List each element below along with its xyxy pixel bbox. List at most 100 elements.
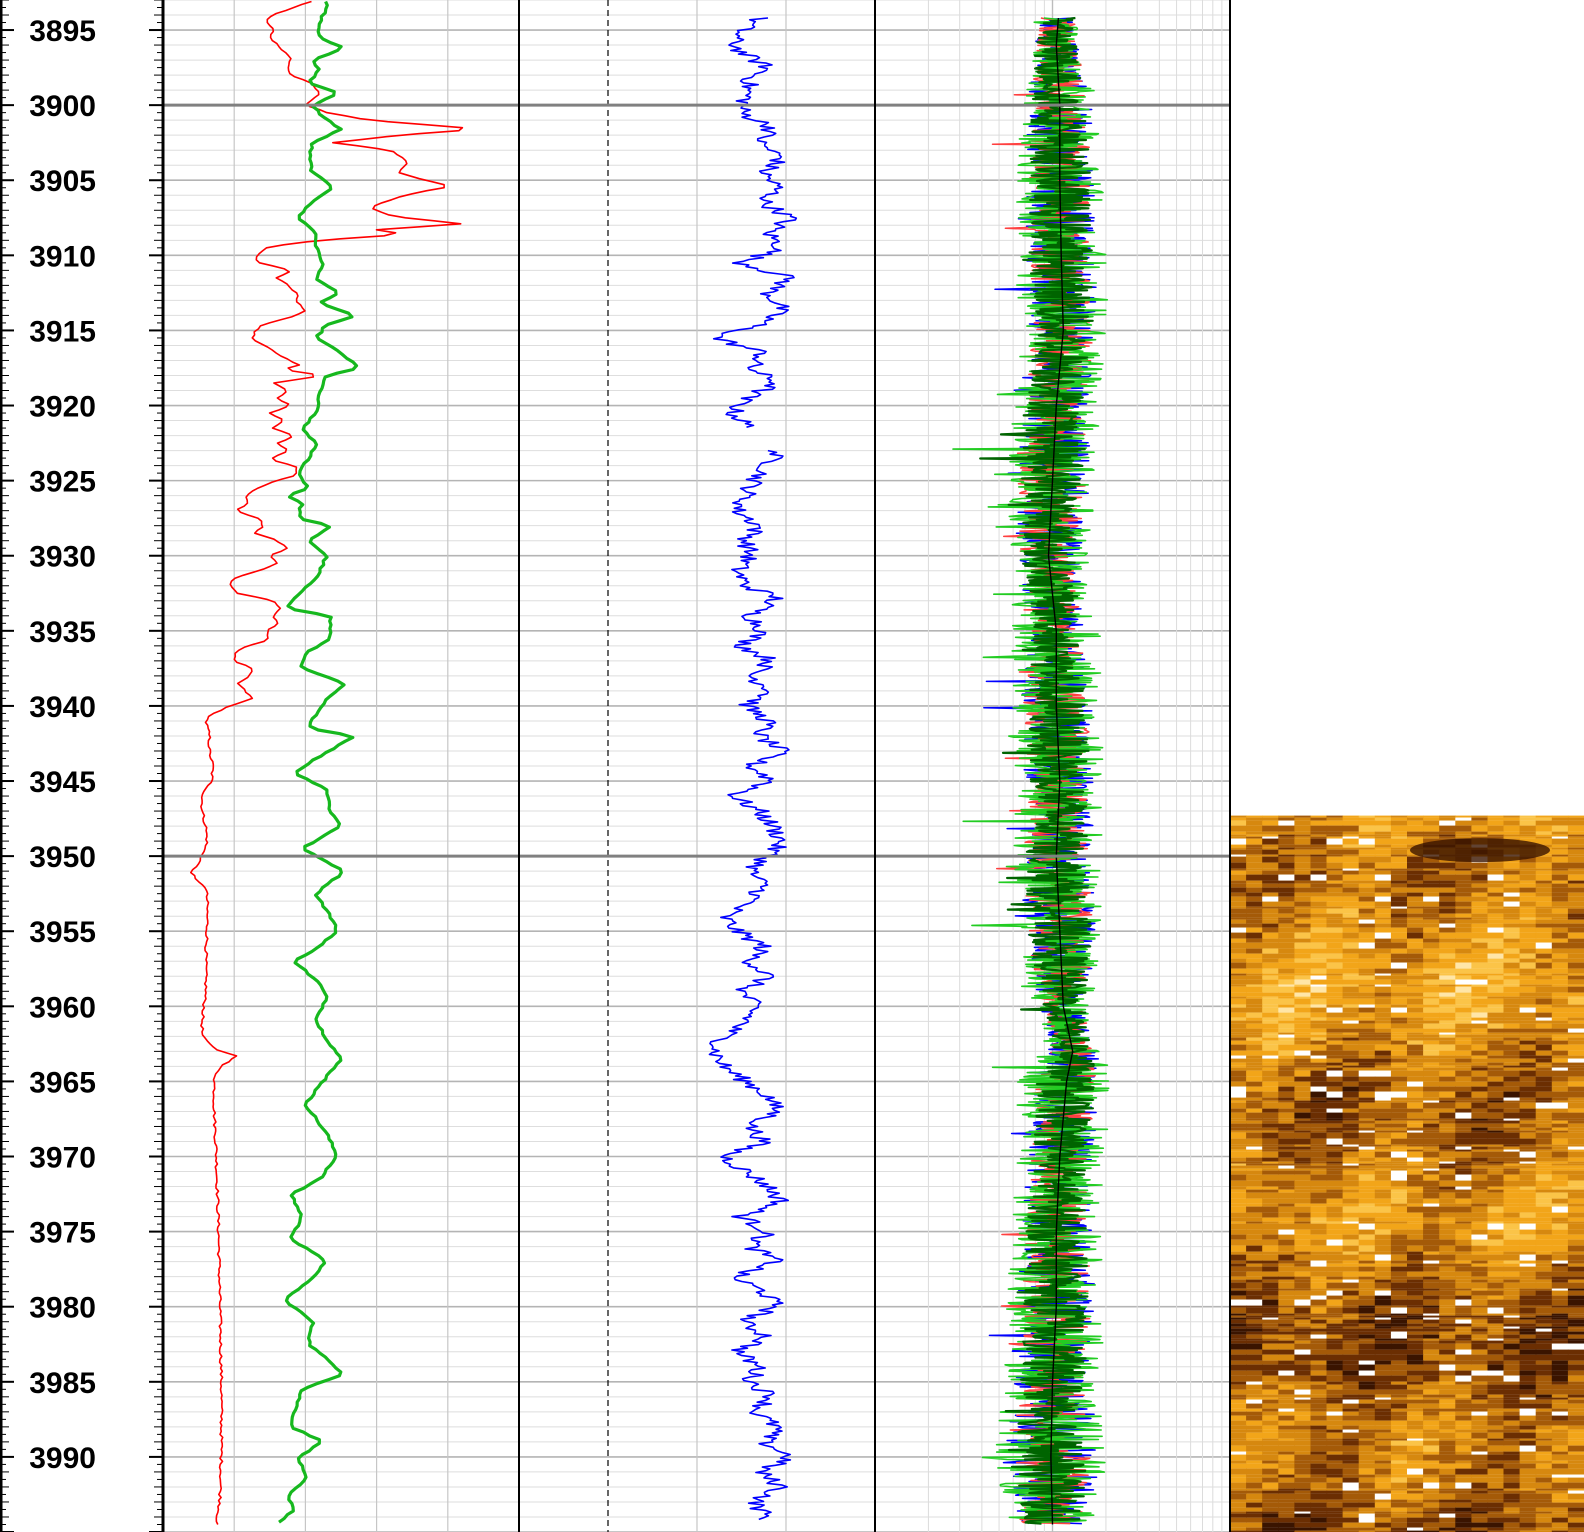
image-pixel (1567, 1070, 1584, 1077)
image-pixel (1439, 1108, 1456, 1113)
image-pixel (1358, 908, 1376, 914)
image-pixel (1519, 1170, 1537, 1175)
image-pixel (1374, 998, 1392, 1005)
track-borders (0, 0, 1231, 1532)
image-pixel (1358, 1070, 1376, 1077)
image-pixel (1326, 1055, 1344, 1059)
image-pixel (1374, 1170, 1392, 1175)
image-pixel (1262, 975, 1279, 980)
image-pixel (1262, 1239, 1279, 1246)
image-pixel (1326, 1360, 1344, 1365)
image-pixel (1503, 1349, 1521, 1355)
image-pixel (1230, 820, 1247, 826)
image-pixel (1230, 1493, 1247, 1500)
image-pixel (1358, 815, 1376, 818)
image-pixel (1407, 820, 1424, 826)
image-pixel (1246, 1245, 1263, 1252)
image-pixel (1455, 1399, 1472, 1404)
image-pixel (1487, 1389, 1505, 1395)
image-pixel (1487, 1217, 1505, 1222)
image-pixel (1535, 1334, 1553, 1339)
image-pixel (1535, 1004, 1553, 1008)
image-pixel (1551, 986, 1569, 993)
image-pixel (1262, 962, 1279, 969)
image-pixel (1390, 901, 1408, 907)
image-pixel (1487, 975, 1505, 980)
image-pixel (1535, 1349, 1553, 1355)
image-pixel (1294, 1463, 1312, 1469)
image-pixel (1326, 1144, 1344, 1147)
image-pixel (1374, 1408, 1392, 1412)
image-pixel (1407, 1251, 1424, 1255)
image-pixel (1487, 1070, 1505, 1077)
image-pixel (1390, 1389, 1408, 1395)
image-pixel (1519, 1522, 1537, 1528)
image-pixel (1358, 1260, 1376, 1264)
image-pixel (1278, 1040, 1295, 1045)
image-pixel (1294, 908, 1312, 914)
image-pixel (1294, 932, 1312, 939)
image-pixel (1423, 1081, 1440, 1087)
image-pixel (1567, 1482, 1584, 1489)
image-pixel (1519, 1102, 1537, 1109)
image-pixel (1246, 1429, 1263, 1433)
image-pixel (1487, 1149, 1505, 1152)
image-pixel (1246, 1058, 1263, 1063)
image-pixel (1374, 1468, 1392, 1475)
image-pixel (1310, 1354, 1328, 1361)
image-pixel (1230, 1349, 1247, 1355)
image-pixel (1551, 1245, 1569, 1252)
image-pixel (1246, 1212, 1263, 1218)
image-pixel (1278, 1149, 1295, 1152)
image-pixel (1374, 831, 1392, 835)
image-pixel (1487, 1445, 1505, 1452)
image-pixel (1294, 923, 1312, 928)
image-pixel (1246, 1511, 1263, 1514)
image-pixel (1230, 1170, 1247, 1175)
image-pixel (1535, 1058, 1553, 1063)
image-pixel (1519, 1180, 1537, 1187)
image-pixel (1487, 1364, 1505, 1371)
image-pixel (1503, 927, 1521, 933)
image-pixel (1278, 1034, 1295, 1038)
image-pixel (1455, 986, 1472, 993)
image-pixel (1407, 1279, 1424, 1283)
image-pixel (1342, 1420, 1360, 1426)
image-pixel (1294, 849, 1312, 855)
image-pixel (1310, 1118, 1328, 1121)
image-pixel (1326, 1307, 1344, 1314)
image-pixel (1390, 1112, 1408, 1119)
image-pixel (1551, 1279, 1569, 1283)
image-pixel (1374, 1097, 1392, 1101)
image-pixel (1358, 1511, 1376, 1514)
image-pixel (1278, 958, 1295, 963)
image-pixel (1535, 880, 1553, 884)
image-pixel (1342, 992, 1360, 997)
image-pixel (1519, 883, 1537, 888)
image-pixel (1358, 1028, 1376, 1033)
image-pixel (1503, 901, 1521, 907)
image-pixel (1535, 1040, 1553, 1045)
image-pixel (1535, 887, 1553, 893)
image-pixel (1358, 942, 1376, 949)
image-pixel (1374, 1165, 1392, 1169)
image-pixel (1407, 1511, 1424, 1514)
image-pixel (1439, 1288, 1456, 1291)
image-pixel (1374, 1174, 1392, 1181)
image-pixel (1374, 1102, 1392, 1109)
image-pixel (1439, 1102, 1456, 1109)
image-pixel (1471, 1260, 1489, 1264)
image-pixel (1407, 1165, 1424, 1169)
image-pixel (1471, 984, 1489, 987)
image-pixel (1390, 1151, 1408, 1158)
image-pixel (1358, 1331, 1376, 1335)
image-pixel (1294, 1288, 1312, 1291)
image-pixel (1390, 979, 1408, 985)
image-pixel (1310, 1370, 1328, 1376)
image-pixel (1567, 1276, 1584, 1280)
image-pixel (1358, 1132, 1376, 1139)
image-pixel (1390, 973, 1408, 976)
image-pixel (1246, 1507, 1263, 1512)
image-pixel (1246, 1527, 1263, 1531)
image-pixel (1439, 1513, 1456, 1518)
